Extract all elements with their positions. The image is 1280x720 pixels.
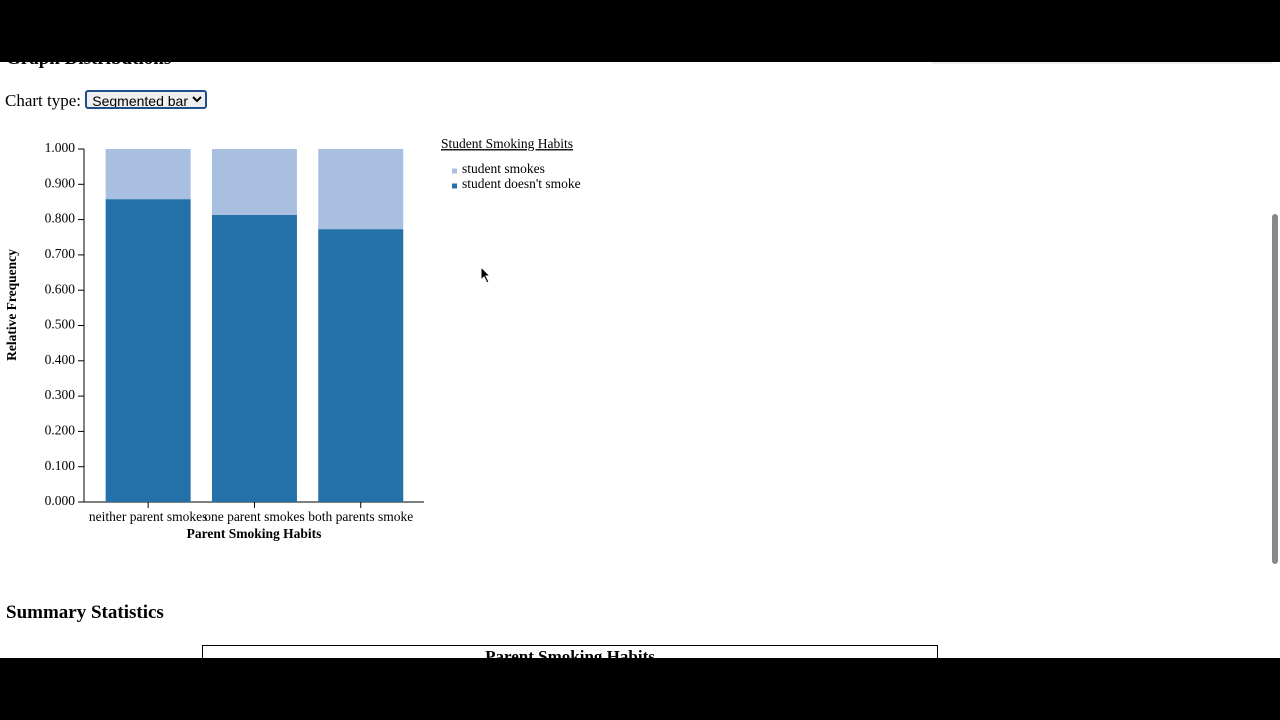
y-tick-label: 0.600 bbox=[45, 281, 76, 296]
chart: Relative Frequency Parent Smoking Habits… bbox=[4, 136, 581, 541]
x-tick-label: neither parent smokes bbox=[89, 509, 207, 524]
legend-label: student smokes bbox=[462, 161, 545, 176]
bar-segment bbox=[211, 215, 297, 503]
chart-type-row: Chart type: Segmented bar bbox=[5, 90, 208, 111]
y-tick-label: 0.700 bbox=[45, 246, 76, 261]
legend-title: Student Smoking Habits bbox=[441, 136, 573, 151]
letterbox-bottom bbox=[0, 658, 1280, 720]
bar-segment bbox=[318, 149, 404, 230]
bar-segment bbox=[318, 229, 404, 503]
legend-label: student doesn't smoke bbox=[462, 176, 581, 191]
y-tick-label: 0.100 bbox=[45, 458, 76, 473]
bar-segment bbox=[211, 149, 297, 216]
y-tick-label: 0.300 bbox=[45, 387, 76, 402]
chart-type-label: Chart type: bbox=[5, 91, 82, 110]
y-tick-label: 1.000 bbox=[45, 140, 76, 155]
y-tick-label: 0.500 bbox=[45, 317, 76, 332]
chart-type-select[interactable]: Segmented bar bbox=[85, 90, 208, 109]
summary-title: Summary Statistics bbox=[6, 602, 164, 623]
x-tick-label: both parents smoke bbox=[308, 509, 413, 524]
legend-swatch bbox=[452, 168, 457, 174]
bar-segment bbox=[105, 199, 191, 502]
y-tick-label: 0.000 bbox=[45, 493, 76, 508]
y-tick-label: 0.200 bbox=[45, 422, 76, 437]
scrollbar bbox=[1272, 214, 1278, 564]
y-axis-title: Relative Frequency bbox=[4, 249, 19, 361]
panel-edge bbox=[932, 62, 1272, 64]
x-axis-title: Parent Smoking Habits bbox=[187, 526, 322, 541]
y-tick-label: 0.800 bbox=[45, 211, 76, 226]
cursor bbox=[480, 266, 492, 284]
y-tick-label: 0.900 bbox=[45, 175, 76, 190]
legend-swatch bbox=[452, 183, 457, 189]
x-tick-label: one parent smokes bbox=[204, 509, 304, 524]
bar-segment bbox=[105, 149, 191, 200]
y-tick-label: 0.400 bbox=[45, 352, 76, 367]
letterbox-top bbox=[0, 0, 1280, 62]
